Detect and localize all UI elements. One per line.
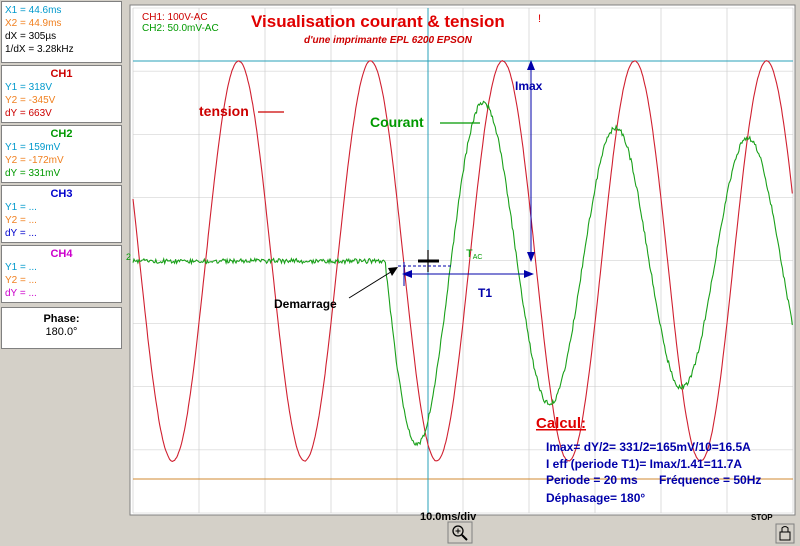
calc-line-frequence: Fréquence = 50Hz [659,473,761,487]
courant-label: Courant [370,114,424,130]
tension-label: tension [199,103,249,119]
calc-line-dephasage: Déphasage= 180° [546,491,645,505]
demarrage-label: Demarrage [274,297,337,311]
zoom-icon[interactable] [448,522,472,543]
calc-line-imax: Imax= dY/2= 331/2=165mV/10=16.5A [546,440,751,454]
calc-line-ieff: I eff (periode T1)= Imax/1.41=11.7A [546,457,742,471]
ch2-ground-marker[interactable]: 2 [126,252,131,262]
timebase-label: 10.0ms/div [420,511,477,523]
calc-line-periode: Periode = 20 ms [546,473,638,487]
imax-label: Imax [515,79,543,93]
lock-icon[interactable] [776,524,794,543]
calcul-heading: Calcul: [536,415,586,432]
chart-title: Visualisation courant & tension [251,12,505,31]
ch2-setting: CH2: 50.0mV-AC [142,23,219,34]
title-glyph: ! [538,13,541,25]
chart-subtitle: d'une imprimante EPL 6200 EPSON [304,35,473,46]
ch1-setting: CH1: 100V-AC [142,12,208,23]
stop-status[interactable]: STOP [751,513,773,522]
t1-label: T1 [478,286,492,300]
